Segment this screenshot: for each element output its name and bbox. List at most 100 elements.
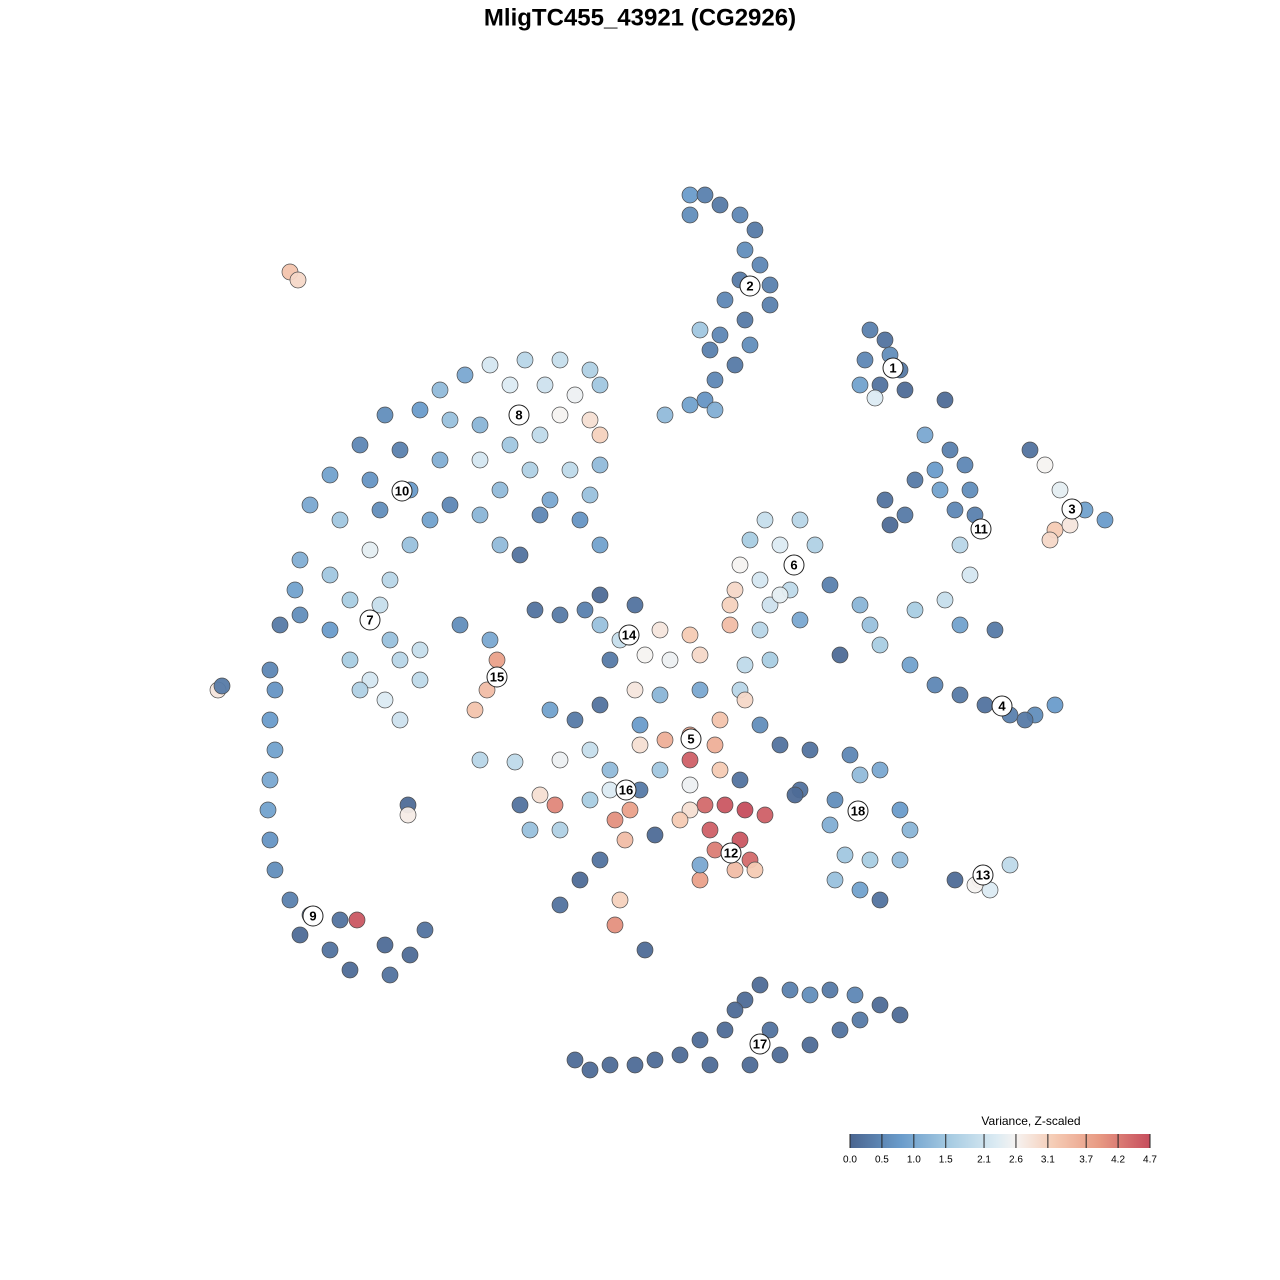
point — [706, 841, 724, 859]
point — [891, 1006, 909, 1024]
point — [906, 601, 924, 619]
point — [891, 801, 909, 819]
point — [691, 321, 709, 339]
point — [371, 596, 389, 614]
point — [566, 1051, 584, 1069]
point — [466, 701, 484, 719]
cluster-label: 12 — [724, 845, 738, 860]
point — [289, 271, 307, 289]
colorbar-tick-label: 2.1 — [977, 1155, 991, 1166]
point — [531, 426, 549, 444]
point — [601, 651, 619, 669]
point — [651, 761, 669, 779]
colorbar-tick-label: 1.0 — [907, 1155, 921, 1166]
cluster-label-bg — [359, 609, 381, 631]
point — [266, 741, 284, 759]
point — [321, 566, 339, 584]
cluster-label: 15 — [490, 669, 504, 684]
cluster-label-bg — [615, 779, 637, 801]
point — [411, 641, 429, 659]
point — [706, 736, 724, 754]
point — [671, 811, 689, 829]
point — [491, 536, 509, 554]
point — [636, 941, 654, 959]
point — [701, 1056, 719, 1074]
point — [531, 506, 549, 524]
cluster-label: 18 — [851, 803, 865, 818]
point — [471, 451, 489, 469]
point — [956, 456, 974, 474]
point — [681, 801, 699, 819]
point — [716, 291, 734, 309]
point — [551, 606, 569, 624]
point — [801, 986, 819, 1004]
point — [876, 331, 894, 349]
point — [756, 511, 774, 529]
point — [321, 621, 339, 639]
point — [581, 411, 599, 429]
point — [591, 376, 609, 394]
cluster-label: 7 — [366, 612, 373, 627]
point — [706, 401, 724, 419]
point — [286, 581, 304, 599]
point — [661, 651, 679, 669]
point — [431, 381, 449, 399]
point — [341, 961, 359, 979]
point — [681, 396, 699, 414]
cluster-label-bg — [680, 728, 702, 750]
point — [636, 646, 654, 664]
point — [751, 716, 769, 734]
point — [526, 601, 544, 619]
point — [741, 336, 759, 354]
point — [411, 671, 429, 689]
point — [571, 871, 589, 889]
cluster-label-bg — [618, 624, 640, 646]
point — [348, 911, 366, 929]
point — [331, 911, 349, 929]
point — [851, 881, 869, 899]
point — [951, 616, 969, 634]
point — [581, 361, 599, 379]
point — [441, 411, 459, 429]
point — [726, 356, 744, 374]
cluster-label: 3 — [1068, 501, 1075, 516]
point — [851, 596, 869, 614]
point — [551, 351, 569, 369]
point — [761, 596, 779, 614]
point — [786, 786, 804, 804]
point — [851, 766, 869, 784]
point — [726, 861, 744, 879]
cluster-label-bg — [882, 357, 904, 379]
point — [591, 456, 609, 474]
point — [261, 831, 279, 849]
point — [481, 356, 499, 374]
point — [478, 681, 496, 699]
cluster-label-bg — [847, 800, 869, 822]
point — [941, 441, 959, 459]
point — [826, 871, 844, 889]
point — [711, 711, 729, 729]
point — [691, 1031, 709, 1049]
point — [1001, 856, 1019, 874]
point — [746, 861, 764, 879]
point — [931, 481, 949, 499]
colorbar-tick-label: 3.1 — [1041, 1155, 1055, 1166]
point — [516, 351, 534, 369]
point — [751, 256, 769, 274]
point — [901, 656, 919, 674]
point — [791, 511, 809, 529]
cluster-label-bg — [391, 480, 413, 502]
point — [646, 1051, 664, 1069]
point — [471, 416, 489, 434]
point — [361, 671, 379, 689]
point — [551, 821, 569, 839]
point — [711, 196, 729, 214]
point — [391, 441, 409, 459]
point — [951, 536, 969, 554]
point — [621, 801, 639, 819]
cluster-label-bg — [783, 554, 805, 576]
point — [721, 596, 739, 614]
point — [271, 616, 289, 634]
chart-title: MligTC455_43921 (CG2926) — [484, 4, 796, 31]
legend-title: Variance, Z-scaled — [981, 1114, 1080, 1128]
